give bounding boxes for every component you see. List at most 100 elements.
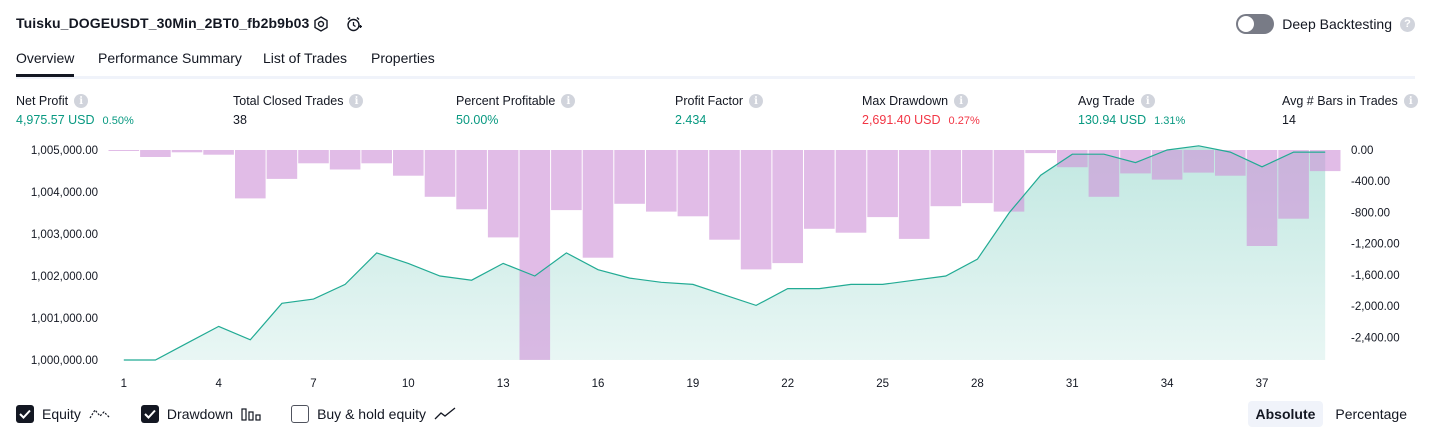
drawdown-bar: [203, 150, 234, 155]
drawdown-bar: [519, 150, 551, 360]
x-axis-tick-label: 13: [497, 378, 510, 390]
x-axis-tick-label: 19: [687, 378, 700, 390]
info-icon[interactable]: i: [954, 94, 969, 108]
metric-value: 4,975.57 USD: [16, 113, 95, 127]
drawdown-bar: [898, 150, 930, 239]
right-axis-tick-label: -2,000.00: [1351, 301, 1400, 313]
drawdown-bar: [582, 150, 614, 258]
drawdown-bar: [171, 150, 203, 153]
right-axis-tick-label: -2,400.00: [1351, 332, 1400, 344]
help-icon[interactable]: ?: [1400, 16, 1415, 32]
metric-percent: 1.31%: [1154, 115, 1186, 127]
metric-value: 130.94 USD: [1078, 113, 1147, 127]
metric-label: Net Profit: [16, 94, 69, 108]
deep-backtesting-toggle[interactable]: [1236, 14, 1275, 34]
drawdown-toggle[interactable]: Drawdown: [140, 405, 261, 423]
right-axis-tick-label: -400.00: [1351, 176, 1390, 188]
metric-label: Avg # Bars in Trades: [1282, 94, 1398, 108]
report-header: Tuisku_DOGEUSDT_30Min_2BT0_fb2b9b03 Deep…: [16, 12, 1415, 38]
right-axis-tick-label: 0.00: [1351, 145, 1373, 157]
drawdown-bar: [456, 150, 487, 210]
info-icon[interactable]: i: [1140, 94, 1155, 108]
left-axis: 1,005,000.00 1,004,000.00 1,003,000.00 1,00…: [31, 145, 98, 367]
buy-hold-line-icon: [434, 407, 458, 421]
left-axis-tick-label: 1,004,000.00: [31, 187, 98, 199]
x-axis-tick-label: 4: [215, 378, 222, 390]
drawdown-bar: [740, 150, 772, 270]
drawdown-bars-icon: [241, 407, 261, 421]
drawdown-bar: [487, 150, 519, 238]
deep-backtesting-label: Deep Backtesting: [1282, 16, 1392, 32]
info-icon[interactable]: i: [1403, 94, 1418, 108]
metric-avg-bars-in-trades: Avg # Bars in Trades i 14: [1282, 93, 1418, 127]
checkbox-checked-icon[interactable]: [140, 405, 159, 423]
drawdown-bar: [962, 150, 993, 204]
x-axis-tick-label: 10: [402, 378, 415, 390]
drawdown-bar: [772, 150, 803, 264]
drawdown-bar: [1215, 150, 1246, 176]
metric-label: Percent Profitable: [456, 94, 556, 108]
info-icon[interactable]: i: [749, 94, 764, 108]
metric-percent-profitable: Percent Profitable i 50.00%: [456, 93, 576, 127]
drawdown-bar: [1151, 150, 1183, 180]
tab-bar: Overview Performance Summary List of Tra…: [16, 48, 1415, 79]
info-icon[interactable]: i: [349, 94, 364, 108]
info-icon[interactable]: i: [561, 94, 576, 108]
buy-hold-equity-toggle[interactable]: Buy & hold equity: [291, 405, 458, 423]
drawdown-bar: [1025, 150, 1056, 154]
legend-label: Drawdown: [166, 406, 234, 422]
equity-drawdown-chart[interactable]: 1,005,000.00 1,004,000.00 1,003,000.00 1,00…: [0, 140, 1431, 398]
drawdown-bar: [329, 150, 361, 170]
right-axis-tick-label: -800.00: [1351, 207, 1390, 219]
legend-label: Equity: [42, 406, 81, 422]
drawdown-bar: [298, 150, 329, 164]
drawdown-bar: [993, 150, 1025, 212]
tab-performance-summary[interactable]: Performance Summary: [98, 50, 242, 66]
metric-label: Total Closed Trades: [233, 94, 344, 108]
left-axis-tick-label: 1,000,000.00: [31, 355, 98, 367]
tab-properties[interactable]: Properties: [371, 50, 435, 66]
drawdown-bar: [677, 150, 709, 217]
strategy-title: Tuisku_DOGEUSDT_30Min_2BT0_fb2b9b03: [16, 15, 310, 31]
absolute-button[interactable]: Absolute: [1247, 401, 1324, 427]
drawdown-bar: [1183, 150, 1214, 173]
add-alert-clock-icon[interactable]: [343, 13, 365, 35]
absolute-percentage-switch: Absolute Percentage: [1247, 401, 1416, 427]
deep-backtesting-control: Deep Backtesting ?: [1236, 12, 1415, 36]
drawdown-bar: [1246, 150, 1278, 246]
equity-toggle[interactable]: Equity: [16, 405, 111, 423]
settings-gear-icon[interactable]: [310, 13, 332, 35]
left-axis-tick-label: 1,003,000.00: [31, 229, 98, 241]
metric-avg-trade: Avg Trade i 130.94 USD 1.31%: [1078, 93, 1185, 127]
left-axis-tick-label: 1,002,000.00: [31, 271, 98, 283]
equity-line: [123, 145, 1326, 361]
drawdown-bar: [235, 150, 266, 199]
x-axis-tick-label: 31: [1066, 378, 1079, 390]
x-axis-tick-label: 16: [592, 378, 605, 390]
tab-list-of-trades[interactable]: List of Trades: [263, 50, 348, 66]
checkbox-unchecked-icon[interactable]: [291, 405, 310, 423]
metric-percent: 0.50%: [102, 115, 134, 127]
percentage-button[interactable]: Percentage: [1335, 406, 1407, 422]
metric-value: 2.434: [675, 113, 707, 127]
drawdown-bar: [1278, 150, 1309, 219]
metric-label: Max Drawdown: [862, 94, 949, 108]
x-axis-tick-label: 34: [1161, 378, 1174, 390]
metric-value: 2,691.40 USD: [862, 113, 941, 127]
metric-profit-factor: Profit Factor i 2.434: [675, 93, 764, 127]
metric-total-closed-trades: Total Closed Trades i 38: [233, 93, 364, 127]
drawdown-bar: [709, 150, 740, 240]
right-axis: 0.00 -400.00 -800.00 -1,200.00 -1,600.00 -2,0…: [1351, 145, 1400, 344]
checkbox-checked-icon[interactable]: [16, 405, 34, 423]
right-axis-tick-label: -1,200.00: [1351, 239, 1400, 251]
drawdown-bar: [804, 150, 835, 229]
equity-line-icon: [89, 407, 111, 421]
left-axis-tick-label: 1,005,000.00: [31, 145, 98, 157]
drawdown-bar: [614, 150, 645, 204]
x-axis-tick-label: 1: [121, 378, 127, 390]
tab-overview[interactable]: Overview: [16, 48, 75, 77]
drawdown-bar: [108, 150, 140, 151]
x-axis-tick-label: 7: [310, 378, 316, 390]
info-icon[interactable]: i: [74, 94, 89, 108]
metric-label: Profit Factor: [675, 94, 744, 108]
